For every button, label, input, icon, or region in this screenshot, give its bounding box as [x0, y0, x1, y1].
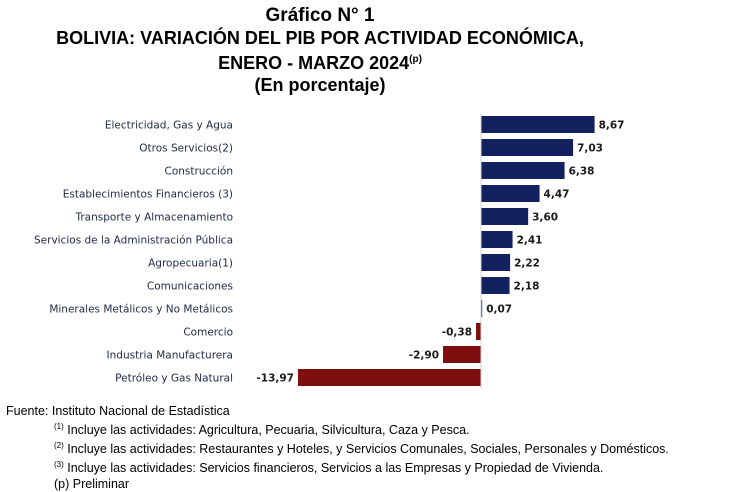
bar-chart: Electricidad, Gas y Agua 8,67 Otros Servic… [34, 113, 625, 389]
footnote-3-text: Incluye las actividades: Servicios finan… [63, 461, 604, 475]
bar-4 [481, 208, 529, 225]
value-label-9: -0,38 [442, 327, 472, 339]
bar-10 [443, 346, 481, 363]
footnote-2-text: Incluye las actividades: Restaurantes y … [63, 442, 669, 456]
bar-1 [481, 139, 574, 156]
chart-period: ENERO - MARZO 2024(p) [0, 49, 640, 74]
bar-6 [481, 254, 511, 271]
category-label-8: Minerales Metálicos y No Metálicos [49, 304, 233, 316]
footnote-2-mark: (2) [54, 441, 64, 450]
bar-5 [481, 231, 513, 248]
chart-footer: Fuente: Instituto Nacional de Estadístic… [6, 403, 669, 492]
preliminary-note: (p) Preliminar [54, 477, 130, 491]
bar-8 [481, 300, 483, 317]
footnote-1: (1) Incluye las actividades: Agricultura… [6, 419, 669, 438]
chart-period-mark: (p) [409, 54, 422, 65]
bar-3 [481, 185, 540, 202]
source-note: Fuente: Instituto Nacional de Estadístic… [6, 404, 230, 418]
footnote-3-mark: (3) [54, 460, 64, 469]
category-label-9: Comercio [183, 327, 233, 339]
category-label-4: Transporte y Almacenamiento [74, 212, 233, 224]
footnote-2: (2) Incluye las actividades: Restaurante… [6, 438, 669, 457]
value-label-4: 3,60 [532, 212, 558, 224]
value-label-3: 4,47 [544, 189, 570, 201]
value-label-1: 7,03 [577, 143, 603, 155]
value-label-2: 6,38 [569, 166, 595, 178]
chart-title-block: Gráfico N° 1 BOLIVIA: VARIACIÓN DEL PIB … [0, 4, 640, 96]
bar-2 [481, 162, 565, 179]
category-label-3: Establecimientos Financieros (3) [63, 189, 233, 201]
footnote-1-mark: (1) [54, 422, 64, 431]
bar-7 [481, 277, 510, 294]
bar-11 [297, 369, 481, 386]
category-label-10: Industria Manufacturera [107, 350, 233, 362]
value-label-6: 2,22 [514, 258, 540, 270]
value-label-5: 2,41 [517, 235, 543, 247]
category-label-0: Electricidad, Gas y Agua [105, 120, 233, 132]
category-label-11: Petróleo y Gas Natural [115, 373, 233, 385]
value-label-0: 8,67 [599, 120, 625, 132]
category-label-6: Agropecuaria(1) [148, 258, 233, 270]
footnote-3: (3) Incluye las actividades: Servicios f… [6, 457, 669, 476]
chart-period-text: ENERO - MARZO 2024 [218, 53, 410, 73]
bar-0 [481, 116, 595, 133]
category-label-5: Servicios de la Administración Pública [34, 235, 233, 247]
chart-unit: (En porcentaje) [254, 75, 386, 95]
category-label-2: Construcción [164, 166, 233, 178]
value-label-10: -2,90 [409, 350, 439, 362]
chart-title: Gráfico N° 1 [265, 5, 375, 26]
category-label-7: Comunicaciones [147, 281, 233, 293]
value-label-11: -13,97 [256, 373, 294, 385]
value-label-7: 2,18 [514, 281, 540, 293]
category-label-1: Otros Servicios(2) [139, 143, 233, 155]
footnote-1-text: Incluye las actividades: Agricultura, Pe… [63, 423, 470, 437]
chart-subtitle: BOLIVIA: VARIACIÓN DEL PIB POR ACTIVIDAD… [56, 28, 584, 48]
value-label-8: 0,07 [486, 304, 512, 316]
bar-9 [476, 323, 481, 340]
